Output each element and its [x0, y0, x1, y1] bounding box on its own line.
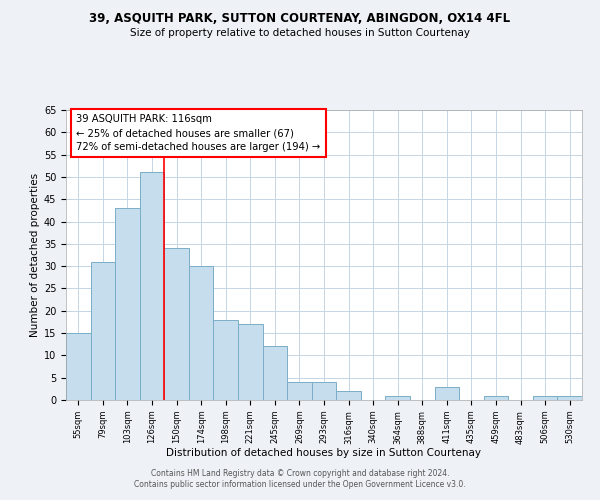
Y-axis label: Number of detached properties: Number of detached properties	[29, 173, 40, 337]
Bar	[287, 382, 312, 400]
Bar	[91, 262, 115, 400]
Bar	[557, 396, 582, 400]
Bar	[66, 333, 91, 400]
Text: Size of property relative to detached houses in Sutton Courtenay: Size of property relative to detached ho…	[130, 28, 470, 38]
Bar	[115, 208, 140, 400]
Bar	[533, 396, 557, 400]
Text: 39 ASQUITH PARK: 116sqm
← 25% of detached houses are smaller (67)
72% of semi-de: 39 ASQUITH PARK: 116sqm ← 25% of detache…	[76, 114, 320, 152]
Bar	[140, 172, 164, 400]
Text: Contains HM Land Registry data © Crown copyright and database right 2024.: Contains HM Land Registry data © Crown c…	[151, 468, 449, 477]
Bar	[484, 396, 508, 400]
Bar	[263, 346, 287, 400]
Bar	[164, 248, 189, 400]
Text: 39, ASQUITH PARK, SUTTON COURTENAY, ABINGDON, OX14 4FL: 39, ASQUITH PARK, SUTTON COURTENAY, ABIN…	[89, 12, 511, 26]
Bar	[434, 386, 459, 400]
Text: Contains public sector information licensed under the Open Government Licence v3: Contains public sector information licen…	[134, 480, 466, 489]
Bar	[385, 396, 410, 400]
Bar	[214, 320, 238, 400]
Bar	[238, 324, 263, 400]
Bar	[312, 382, 336, 400]
Bar	[336, 391, 361, 400]
X-axis label: Distribution of detached houses by size in Sutton Courtenay: Distribution of detached houses by size …	[167, 448, 482, 458]
Bar	[189, 266, 214, 400]
